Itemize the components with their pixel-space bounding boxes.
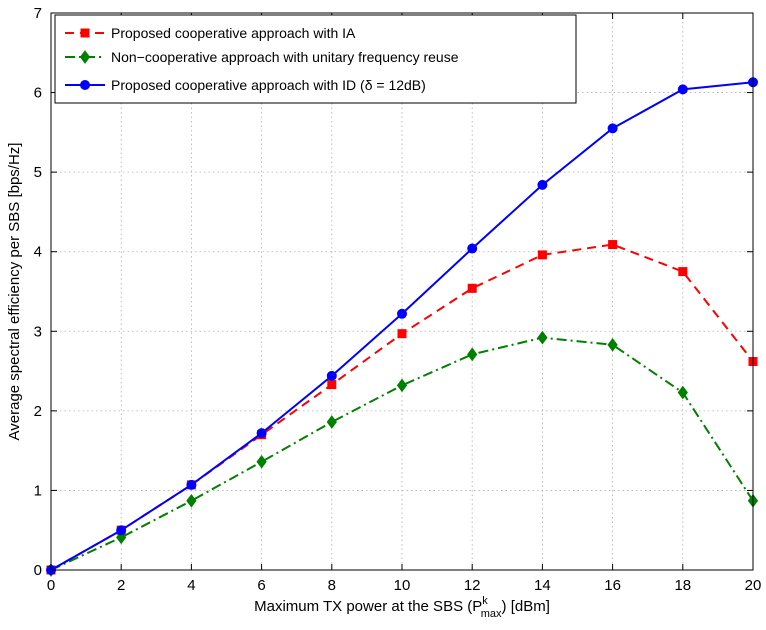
data-point xyxy=(326,415,337,429)
data-point xyxy=(326,370,337,381)
data-point xyxy=(677,84,688,95)
y-axis-label: Average spectral efficiency per SBS [bps… xyxy=(6,143,23,441)
data-point xyxy=(467,347,478,362)
x-tick-label: 10 xyxy=(394,577,411,594)
y-tick-label: 0 xyxy=(34,562,42,579)
data-point xyxy=(608,240,618,250)
legend-label: Proposed cooperative approach with ID (δ… xyxy=(111,77,426,93)
y-tick-label: 4 xyxy=(34,244,42,261)
data-point xyxy=(678,267,688,277)
data-point xyxy=(186,493,197,508)
data-point xyxy=(397,308,407,319)
data-point xyxy=(256,454,267,469)
x-axis-label: Maximum TX power at the SBS (Pk max) [dBm… xyxy=(254,595,550,620)
legend-label: Proposed cooperative approach with IA xyxy=(111,25,356,41)
x-tick-label: 20 xyxy=(745,577,762,594)
data-point xyxy=(607,337,618,352)
series-non-cooperative xyxy=(45,330,759,577)
data-point xyxy=(467,283,477,293)
y-tick-label: 2 xyxy=(34,403,42,420)
data-point xyxy=(467,243,478,254)
y-tick-label: 1 xyxy=(34,482,42,499)
x-tick-label: 6 xyxy=(257,577,265,594)
x-tick-label: 18 xyxy=(674,577,691,594)
y-tick-label: 5 xyxy=(34,164,42,181)
x-tick-label: 0 xyxy=(47,577,55,594)
x-tick-label: 14 xyxy=(534,577,551,594)
legend-marker xyxy=(79,50,91,64)
y-tick-label: 3 xyxy=(34,323,42,340)
legend-box xyxy=(54,14,577,104)
x-tick-label: 16 xyxy=(604,577,621,594)
data-point xyxy=(116,525,127,536)
data-point xyxy=(537,330,548,345)
data-point xyxy=(186,479,197,490)
x-tick-label: 8 xyxy=(328,577,336,594)
y-tick-labels: 0 1 2 3 4 5 6 7 xyxy=(34,5,42,579)
data-point xyxy=(677,385,688,400)
data-point xyxy=(607,123,618,134)
legend-item: Proposed cooperative approach with ID (δ… xyxy=(65,77,426,93)
y-tick-label: 6 xyxy=(34,85,42,102)
x-tick-labels: 0 2 4 6 8 10 12 14 16 18 20 xyxy=(47,577,762,594)
legend-marker xyxy=(80,80,90,90)
data-point xyxy=(256,428,267,439)
legend-item: Proposed cooperative approach with IA xyxy=(65,25,356,41)
legend-marker xyxy=(80,28,90,38)
data-point xyxy=(537,250,547,260)
x-tick-label: 12 xyxy=(464,577,481,594)
x-tick-label: 4 xyxy=(187,577,195,594)
data-point xyxy=(397,329,407,339)
data-point xyxy=(537,179,548,190)
axis-ticks xyxy=(50,12,754,571)
legend-label: Non−cooperative approach with unitary fr… xyxy=(111,49,459,65)
series-layer xyxy=(45,77,759,577)
series-line xyxy=(50,336,754,571)
y-tick-label: 7 xyxy=(34,5,42,22)
legend-item: Non−cooperative approach with unitary fr… xyxy=(65,49,459,65)
legend: Proposed cooperative approach with IA Non… xyxy=(54,14,577,104)
data-point xyxy=(396,378,408,393)
data-point xyxy=(327,380,337,390)
x-tick-label: 2 xyxy=(117,577,125,594)
